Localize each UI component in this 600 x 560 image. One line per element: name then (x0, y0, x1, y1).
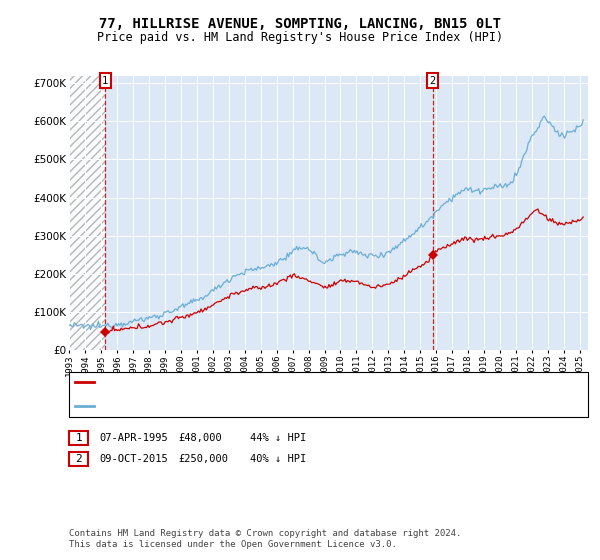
Text: £250,000: £250,000 (178, 454, 228, 464)
Text: 1: 1 (75, 433, 82, 443)
Text: 1: 1 (102, 76, 109, 86)
Text: 2: 2 (430, 76, 436, 86)
Text: 09-OCT-2015: 09-OCT-2015 (99, 454, 168, 464)
Text: 40% ↓ HPI: 40% ↓ HPI (250, 454, 307, 464)
Text: 77, HILLRISE AVENUE, SOMPTING, LANCING, BN15 0LT: 77, HILLRISE AVENUE, SOMPTING, LANCING, … (99, 17, 501, 31)
Text: 44% ↓ HPI: 44% ↓ HPI (250, 433, 307, 443)
Text: Price paid vs. HM Land Registry's House Price Index (HPI): Price paid vs. HM Land Registry's House … (97, 31, 503, 44)
Text: Contains HM Land Registry data © Crown copyright and database right 2024.
This d: Contains HM Land Registry data © Crown c… (69, 529, 461, 549)
Text: HPI: Average price, detached house, Adur: HPI: Average price, detached house, Adur (99, 401, 334, 411)
Text: 2: 2 (75, 454, 82, 464)
Text: 07-APR-1995: 07-APR-1995 (99, 433, 168, 443)
Text: 77, HILLRISE AVENUE, SOMPTING, LANCING, BN15 0LT (detached house): 77, HILLRISE AVENUE, SOMPTING, LANCING, … (99, 377, 481, 388)
Bar (69, 76, 105, 350)
Text: £48,000: £48,000 (178, 433, 222, 443)
